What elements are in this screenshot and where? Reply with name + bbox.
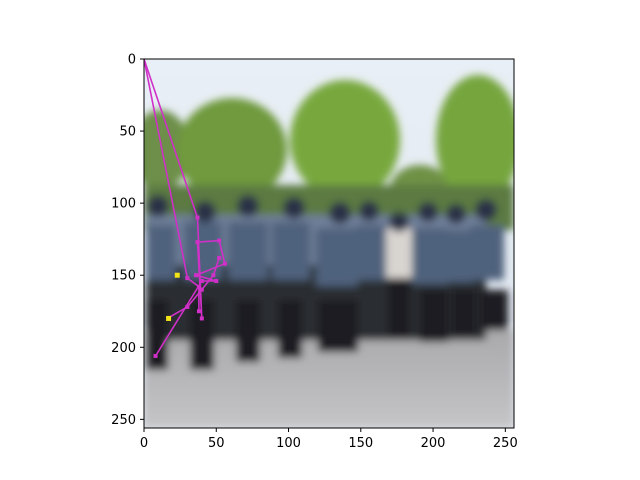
- series-0-point-5: [222, 261, 227, 266]
- x-tick-label-2: 100: [276, 436, 301, 451]
- marker-0: [174, 272, 180, 278]
- y-tick-label-0: 0: [128, 53, 136, 68]
- series-2-point-1: [185, 304, 190, 309]
- marker-1: [166, 315, 172, 321]
- series-0-point-2: [199, 316, 204, 321]
- y-tick-label-4: 200: [111, 341, 136, 356]
- series-0-point-6: [194, 273, 199, 278]
- x-tick-label-3: 150: [348, 436, 373, 451]
- y-tick-label-5: 250: [111, 413, 136, 428]
- x-tick-label-5: 250: [493, 436, 518, 451]
- plot-overlay: [144, 59, 227, 358]
- series-1-point-2: [196, 284, 201, 289]
- axes-frame: [143, 58, 515, 429]
- series-0-point-3: [195, 240, 200, 245]
- series-0-point-4: [217, 238, 222, 243]
- x-tick-label-4: 200: [421, 436, 446, 451]
- series-1-point-3: [196, 309, 201, 314]
- y-tick-label-3: 150: [111, 269, 136, 284]
- series-2-point-2: [199, 287, 204, 292]
- series-2-point-4: [217, 255, 222, 260]
- x-axis-ticks: 0 50 100 150 200 250: [140, 428, 518, 451]
- series-0-point-8: [199, 278, 204, 283]
- series-line-1: [144, 59, 200, 312]
- y-axis-ticks: 0 50 100 150 200 250: [111, 53, 144, 428]
- background-photo: [144, 59, 514, 428]
- x-tick-label-0: 0: [140, 436, 148, 451]
- y-tick-label-2: 100: [111, 197, 136, 212]
- series-0-point-9: [153, 353, 158, 358]
- series-2-point-3: [211, 273, 216, 278]
- x-tick-label-1: 50: [208, 436, 225, 451]
- series-0-point-1: [195, 215, 200, 220]
- y-tick-label-1: 50: [119, 125, 136, 140]
- series-0-point-7: [214, 278, 219, 283]
- series-1-point-1: [185, 276, 190, 281]
